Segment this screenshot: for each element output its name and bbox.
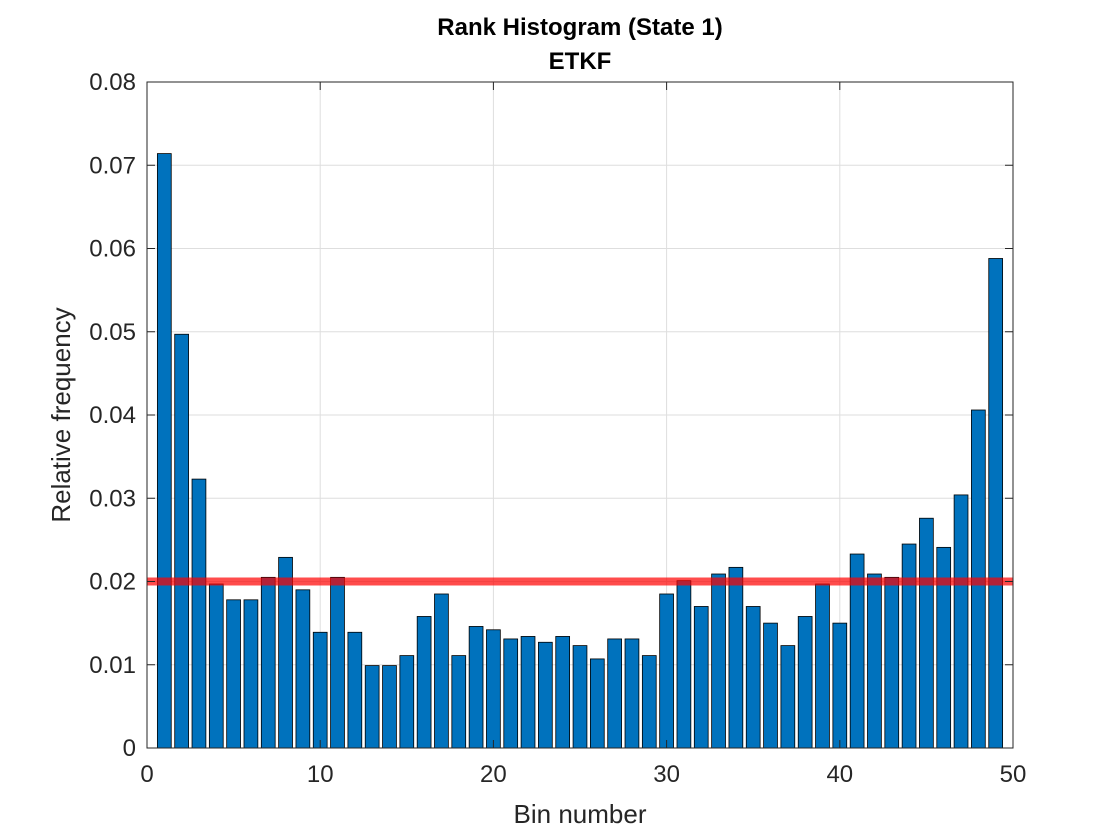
bar-17	[434, 593, 449, 749]
x-tick-label: 10	[307, 761, 334, 788]
bar-13	[364, 665, 380, 749]
bar-30	[659, 593, 674, 749]
y-tick-label: 0	[123, 735, 136, 762]
bar-25	[572, 645, 588, 749]
y-tick-label: 0.05	[89, 319, 136, 346]
bar-44	[901, 543, 917, 749]
bar-14	[382, 665, 397, 749]
x-tick-labels: 0 10 20 30 40 50	[140, 761, 1026, 788]
y-tick-labels: 0 0.01 0.02 0.03 0.04 0.05 0.06 0.07 0.08	[89, 69, 136, 762]
bar-36	[763, 622, 778, 749]
bar-20	[486, 629, 501, 749]
bar-8	[278, 556, 293, 749]
bar-23	[538, 641, 553, 749]
axis-ticks	[146, 81, 1014, 749]
bar-28	[624, 638, 640, 749]
bar-26	[589, 658, 605, 749]
bar-3	[191, 478, 207, 749]
y-tick-label: 0.02	[89, 569, 136, 596]
chart-subtitle: ETKF	[549, 48, 612, 75]
bar-18	[451, 655, 467, 749]
bar-2	[174, 333, 189, 749]
bar-5	[226, 599, 241, 749]
bar-7	[260, 576, 276, 749]
y-tick-label: 0.08	[89, 69, 136, 96]
bar-6	[243, 599, 259, 749]
bar-47	[953, 494, 969, 749]
bar-49	[988, 258, 1004, 749]
bar-37	[780, 645, 796, 749]
y-tick-label: 0.04	[89, 402, 136, 429]
bar-9	[295, 589, 311, 749]
bar-4	[208, 583, 224, 749]
bar-24	[555, 636, 571, 749]
x-axis-label: Bin number	[514, 799, 647, 829]
bar-31	[676, 580, 692, 749]
bar-29	[641, 655, 657, 749]
bar-1	[156, 153, 172, 749]
bar-16	[416, 616, 432, 749]
y-tick-label: 0.07	[89, 152, 136, 179]
x-tick-label: 20	[480, 761, 507, 788]
bar-22	[520, 636, 536, 749]
bar-42	[867, 573, 882, 749]
y-tick-label: 0.01	[89, 652, 136, 679]
bar-39	[815, 583, 830, 749]
bar-10	[312, 631, 328, 749]
bar-21	[503, 638, 519, 749]
bar-46	[936, 546, 952, 749]
bar-15	[399, 655, 415, 749]
bar-35	[745, 606, 761, 749]
bar-33	[711, 573, 726, 749]
bar-45	[919, 517, 934, 749]
bar-40	[832, 622, 848, 749]
bar-32	[693, 606, 709, 749]
bar-19	[468, 626, 484, 749]
chart-title: Rank Histogram (State 1)	[437, 14, 722, 41]
y-tick-label: 0.03	[89, 485, 136, 512]
bar-27	[607, 638, 622, 749]
bar-34	[728, 566, 744, 749]
x-tick-label: 0	[140, 761, 153, 788]
x-tick-label: 40	[826, 761, 853, 788]
bar-12	[347, 631, 363, 749]
y-tick-label: 0.06	[89, 236, 136, 263]
y-axis-label: Relative frequency	[46, 307, 76, 522]
bar-43	[884, 576, 900, 749]
bar-38	[797, 616, 813, 749]
x-tick-label: 50	[1000, 761, 1027, 788]
x-tick-label: 30	[653, 761, 680, 788]
bar-11	[330, 576, 345, 749]
